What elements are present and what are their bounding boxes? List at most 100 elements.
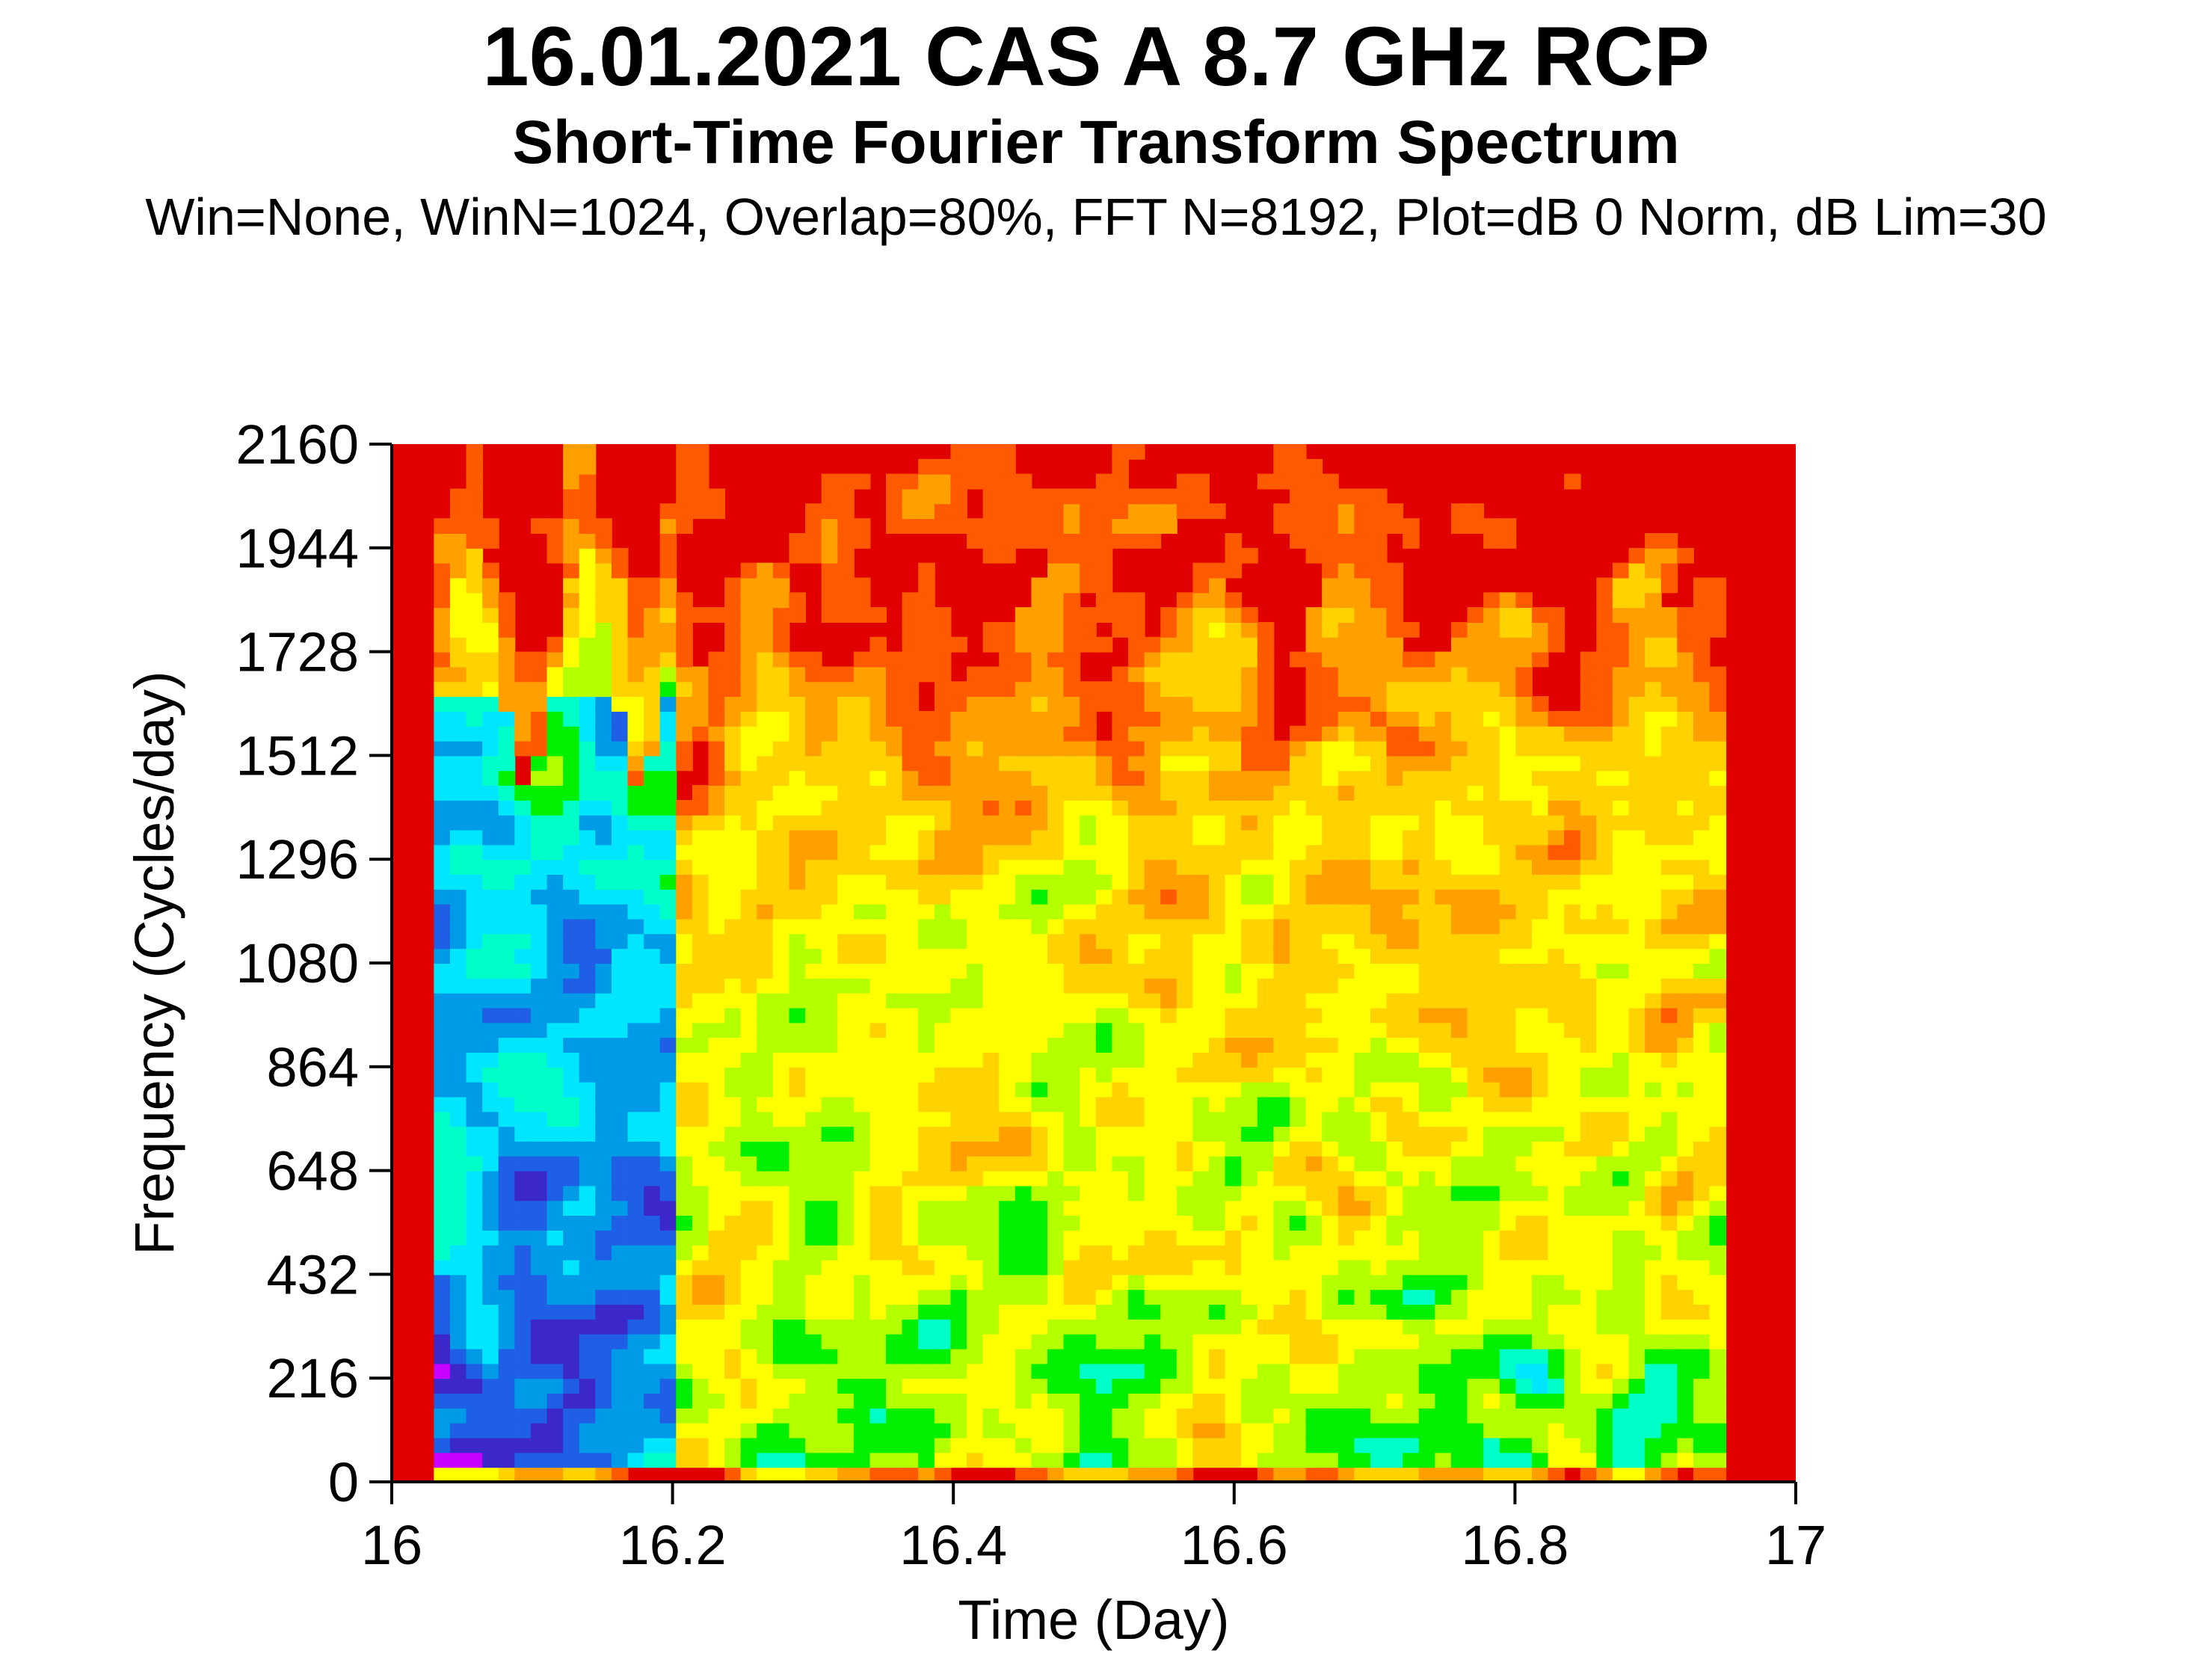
- heatmap-cell: [1289, 473, 1307, 490]
- heatmap-cell: [724, 799, 742, 816]
- heatmap-cell: [1548, 1229, 1566, 1246]
- heatmap-cell: [1612, 888, 1630, 905]
- heatmap-cell: [1241, 1022, 1258, 1039]
- heatmap-cell: [644, 844, 661, 861]
- heatmap-cell: [821, 562, 839, 579]
- heatmap-cell: [1031, 1170, 1049, 1187]
- heatmap-cell: [1450, 1407, 1468, 1424]
- heatmap-cell: [595, 977, 612, 994]
- heatmap-cell: [1370, 1363, 1388, 1379]
- heatmap-cell: [789, 1215, 807, 1231]
- heatmap-cell: [563, 1007, 580, 1024]
- heatmap-cell: [724, 577, 742, 594]
- heatmap-cell: [757, 874, 774, 890]
- heatmap-cell: [579, 1022, 597, 1039]
- heatmap-cell: [837, 770, 855, 787]
- heatmap-cell: [1596, 1170, 1613, 1187]
- heatmap-cell: [644, 770, 661, 787]
- heatmap-cell: [498, 1037, 516, 1053]
- heatmap-cell: [1435, 963, 1452, 979]
- heatmap-cell: [999, 1022, 1016, 1039]
- heatmap-cell: [1450, 799, 1468, 816]
- heatmap-cell: [466, 1274, 484, 1290]
- heatmap-cell: [1483, 874, 1500, 890]
- heatmap-cell: [869, 1096, 887, 1113]
- heatmap-cell: [1322, 740, 1339, 757]
- heatmap-cell: [1322, 1318, 1339, 1335]
- heatmap-cell: [1354, 1333, 1371, 1350]
- heatmap-cell: [805, 503, 822, 520]
- heatmap-cell: [449, 547, 467, 564]
- heatmap-cell: [708, 1378, 726, 1394]
- heatmap-cell: [772, 592, 790, 609]
- heatmap-cell: [1354, 874, 1371, 890]
- heatmap-cell: [1128, 977, 1145, 994]
- heatmap-cell: [1418, 963, 1436, 979]
- heatmap-cell: [482, 1422, 499, 1439]
- heatmap-cell: [1403, 1081, 1420, 1098]
- heatmap-cell: [1370, 696, 1388, 712]
- heatmap-cell: [805, 992, 822, 1009]
- heatmap-cell: [902, 1437, 920, 1453]
- heatmap-cell: [514, 1274, 532, 1290]
- heatmap-cell: [886, 1289, 903, 1305]
- heatmap-cell: [708, 888, 726, 905]
- heatmap-cell: [692, 1229, 709, 1246]
- heatmap-cell: [595, 1259, 612, 1276]
- heatmap-cell: [1370, 488, 1388, 505]
- heatmap-cell: [1160, 503, 1177, 520]
- heatmap-cell: [757, 1229, 774, 1246]
- heatmap-cell: [1370, 577, 1388, 594]
- heatmap-cell: [1322, 785, 1339, 801]
- heatmap-cell: [1305, 1215, 1323, 1231]
- heatmap-cell: [1192, 829, 1210, 846]
- heatmap-cell: [466, 992, 484, 1009]
- heatmap-cell: [853, 755, 871, 772]
- heatmap-cell: [1403, 1393, 1420, 1409]
- heatmap-cell: [1709, 948, 1727, 964]
- heatmap-cell: [1144, 963, 1162, 979]
- heatmap-cell: [757, 755, 774, 772]
- heatmap-cell: [514, 725, 532, 742]
- heatmap-cell: [1063, 1140, 1081, 1157]
- heatmap-cell: [772, 1289, 790, 1305]
- heatmap-cell: [1467, 1111, 1485, 1127]
- heatmap-cell: [1112, 1155, 1130, 1172]
- heatmap-cell: [1192, 799, 1210, 816]
- heatmap-cell: [498, 1333, 516, 1350]
- heatmap-cell: [692, 933, 709, 950]
- heatmap-cell: [1709, 888, 1727, 905]
- heatmap-cell: [1047, 577, 1065, 594]
- heatmap-cell: [1677, 1244, 1694, 1261]
- heatmap-cell: [482, 1348, 499, 1364]
- heatmap-cell: [1531, 903, 1549, 920]
- heatmap-cell: [708, 1007, 726, 1024]
- heatmap-cell: [789, 1393, 807, 1409]
- heatmap-cell: [1112, 1274, 1130, 1290]
- heatmap-cell: [1612, 1452, 1630, 1468]
- heatmap-cell: [611, 770, 629, 787]
- heatmap-cell: [1160, 1318, 1177, 1335]
- heatmap-cell: [902, 1304, 920, 1320]
- heatmap-cell: [805, 1259, 822, 1276]
- heatmap-cell: [1499, 770, 1517, 787]
- heatmap-cell: [482, 770, 499, 787]
- heatmap-cell: [563, 651, 580, 668]
- heatmap-cell: [886, 696, 903, 712]
- heatmap-cell: [1660, 725, 1678, 742]
- heatmap-cell: [1628, 1363, 1646, 1379]
- heatmap-cell: [1273, 1259, 1290, 1276]
- heatmap-cell: [498, 977, 516, 994]
- heatmap-cell: [1645, 1022, 1662, 1039]
- heatmap-cell: [886, 1378, 903, 1394]
- heatmap-cell: [1612, 963, 1630, 979]
- heatmap-cell: [1370, 1452, 1388, 1468]
- heatmap-cell: [1435, 1051, 1452, 1068]
- heatmap-cell: [1531, 1215, 1549, 1231]
- heatmap-cell: [644, 1452, 661, 1468]
- heatmap-cell: [1580, 696, 1598, 712]
- heatmap-cell: [1709, 1333, 1727, 1350]
- heatmap-cell: [1386, 592, 1404, 609]
- heatmap-cell: [1112, 799, 1130, 816]
- heatmap-cell: [563, 1081, 580, 1098]
